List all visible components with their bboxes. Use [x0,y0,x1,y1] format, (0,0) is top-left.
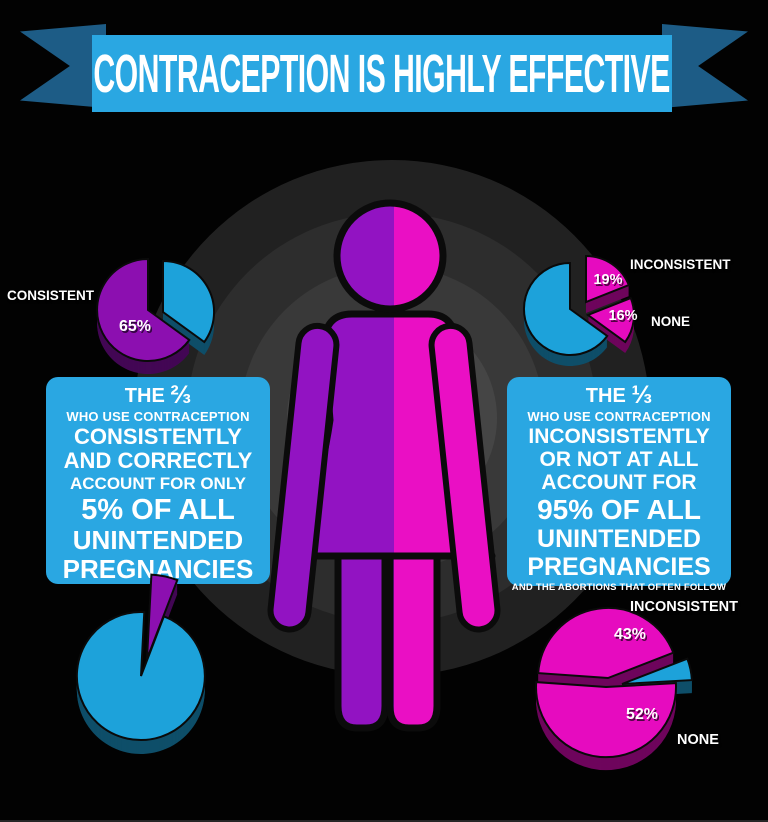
pie-callout-none-bottom: NONE [677,732,719,748]
left-box-line: WHO USE CONTRACEPTION [66,409,250,424]
left-box-line: AND CORRECTLY [63,448,253,473]
right-box-line: PREGNANCIES [527,553,711,581]
left-box-line: PREGNANCIES [62,554,254,584]
right-box-line: UNINTENDED [537,525,701,553]
right-box-title: THE ⅓ [585,381,653,409]
fraction-two-thirds: ⅔ [170,381,192,409]
pie-callout-inconsistent-top: INCONSISTENT [630,257,731,272]
right-box-line: WHO USE CONTRACEPTION [527,409,711,424]
right-box-line: OR NOT AT ALL [539,448,699,471]
ribbon-tail-right-icon [662,24,748,108]
woman-left-leg [338,548,385,728]
woman-right-leg [390,548,437,728]
left-box-line: UNINTENDED [72,525,244,555]
right-box-line: 95% OF ALL [537,494,701,525]
bottom-edge-line [0,820,768,822]
left-box-title: THE ⅔ [124,381,192,409]
right-box-line: ACCOUNT FOR [541,471,697,494]
right-box-line: INCONSISTENTLY [528,425,710,448]
pie-callout-inconsistent-bottom: INCONSISTENT [630,599,738,615]
pie-callout-none-top: NONE [651,314,691,329]
right-info-box: THE ⅓ WHO USE CONTRACEPTION INCONSISTENT… [507,377,731,593]
page-title: CONTRACEPTION IS HIGHLY EFFECTIVE [93,43,671,104]
fraction-one-third: ⅓ [631,381,653,409]
ribbon-main: CONTRACEPTION IS HIGHLY EFFECTIVE [92,35,672,112]
left-info-box: THE ⅔ WHO USE CONTRACEPTION CONSISTENTLY… [46,377,270,584]
left-box-line: ACCOUNT FOR ONLY [70,474,246,493]
left-box-line: 5% OF ALL [81,494,235,526]
title-banner: CONTRACEPTION IS HIGHLY EFFECTIVE [0,0,768,130]
pie-callout-consistent: CONSISTENT [6,288,94,303]
right-box-footnote: AND THE ABORTIONS THAT OFTEN FOLLOW [511,582,727,593]
left-box-line: CONSISTENTLY [74,424,242,449]
woman-head [337,203,443,309]
